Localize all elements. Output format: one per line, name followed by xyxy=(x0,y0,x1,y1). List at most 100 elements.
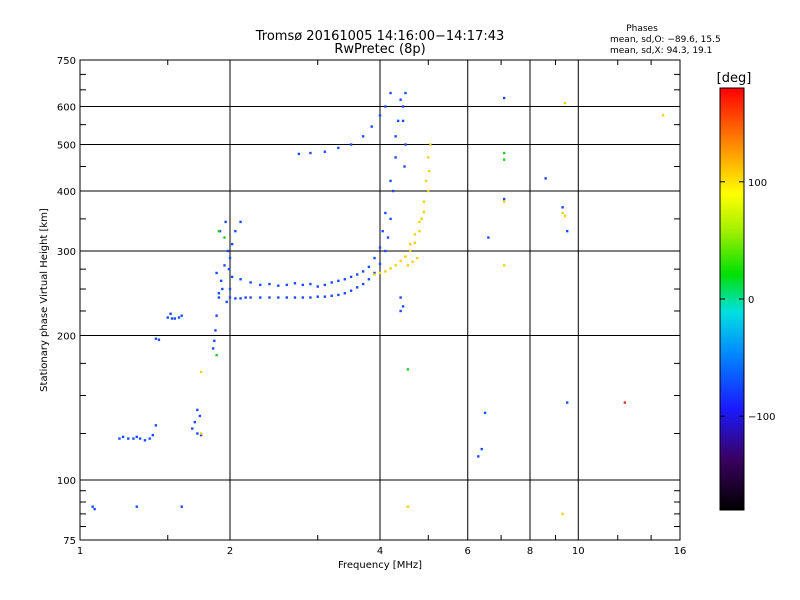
data-point xyxy=(215,314,218,317)
data-point xyxy=(565,401,569,404)
data-point xyxy=(297,152,301,156)
data-point xyxy=(135,435,138,439)
data-point xyxy=(91,505,94,508)
data-point xyxy=(239,278,242,281)
x-tick-label: 6 xyxy=(465,546,471,557)
chart-title: Tromsø 20161005 14:16:00−14:17:43 xyxy=(255,29,505,44)
x-tick-label: 1 xyxy=(77,546,83,557)
data-point xyxy=(403,165,406,168)
data-point xyxy=(337,146,340,150)
data-point xyxy=(211,347,215,350)
data-point xyxy=(561,211,564,215)
data-point xyxy=(154,337,158,340)
data-point xyxy=(391,189,395,193)
data-point xyxy=(135,505,138,508)
series-red-phase xyxy=(623,401,627,404)
data-point xyxy=(214,329,217,332)
minor-ticks xyxy=(80,60,680,540)
data-point xyxy=(427,189,430,193)
data-point xyxy=(349,275,353,279)
data-point xyxy=(180,314,183,317)
gridlines xyxy=(80,60,680,540)
data-point xyxy=(228,287,232,291)
data-point xyxy=(361,135,365,138)
data-point xyxy=(309,282,312,286)
data-point xyxy=(561,512,564,516)
data-point xyxy=(361,270,365,273)
data-point xyxy=(502,264,506,267)
y-tick-label: 600 xyxy=(57,103,76,114)
data-point xyxy=(234,297,237,300)
data-point xyxy=(381,229,384,233)
data-point xyxy=(330,294,333,297)
data-point xyxy=(323,295,327,298)
series-O-mode xyxy=(91,91,569,511)
data-point xyxy=(502,151,506,155)
data-point xyxy=(384,105,387,108)
data-point xyxy=(219,279,223,283)
data-point xyxy=(487,236,490,239)
y-tick-label: 500 xyxy=(57,141,76,152)
data-point xyxy=(199,370,203,374)
data-point xyxy=(477,455,480,458)
data-point xyxy=(384,270,387,273)
y-tick-label: 100 xyxy=(57,476,76,487)
data-point xyxy=(198,414,202,418)
data-point xyxy=(378,271,382,275)
data-point xyxy=(121,435,125,439)
data-point xyxy=(323,283,327,287)
data-point xyxy=(349,289,353,292)
data-point xyxy=(422,200,426,203)
data-point xyxy=(316,285,319,288)
data-point xyxy=(166,316,169,319)
series-X-mode xyxy=(199,101,665,516)
data-point xyxy=(170,317,174,320)
data-point xyxy=(406,264,410,267)
data-point xyxy=(249,296,252,299)
x-axis-label: Frequency [MHz] xyxy=(338,560,422,571)
data-point xyxy=(427,169,431,173)
data-point xyxy=(127,437,130,440)
data-point xyxy=(401,305,405,308)
data-point xyxy=(418,220,421,224)
x-tick-label: 4 xyxy=(377,546,383,557)
y-axis-label: Stationary phase Virtual Height [km] xyxy=(39,208,50,392)
data-point xyxy=(343,278,347,281)
data-point xyxy=(409,242,412,246)
data-point xyxy=(230,242,234,246)
data-point xyxy=(239,297,242,300)
data-point xyxy=(413,241,417,245)
data-point xyxy=(249,281,252,284)
data-point xyxy=(217,229,221,233)
data-point xyxy=(223,236,226,239)
data-point xyxy=(199,432,203,435)
data-point xyxy=(544,177,547,180)
data-points xyxy=(91,91,665,516)
data-point xyxy=(401,105,405,108)
data-point xyxy=(367,265,371,269)
data-point xyxy=(386,236,390,239)
data-point xyxy=(378,246,382,249)
data-point xyxy=(217,296,221,299)
data-point xyxy=(389,179,392,183)
x-tick-label: 8 xyxy=(527,546,533,557)
data-point xyxy=(394,264,397,267)
data-point xyxy=(293,296,297,299)
data-point xyxy=(355,286,359,289)
data-point xyxy=(394,156,397,159)
data-point xyxy=(361,282,365,286)
data-point xyxy=(420,217,423,221)
y-tick-label: 200 xyxy=(57,332,76,343)
x-tick-labels: 1 2 4 6 8 10 16 xyxy=(77,546,687,557)
series-other-phase xyxy=(215,151,506,371)
data-point xyxy=(404,143,407,146)
colorbar-tick-label: 0 xyxy=(748,295,754,306)
data-point xyxy=(173,317,177,320)
data-point xyxy=(132,437,135,440)
data-point xyxy=(483,411,487,415)
data-point xyxy=(396,119,400,123)
data-point xyxy=(228,296,232,299)
data-point xyxy=(301,296,305,299)
x-tick-label: 16 xyxy=(674,546,687,557)
